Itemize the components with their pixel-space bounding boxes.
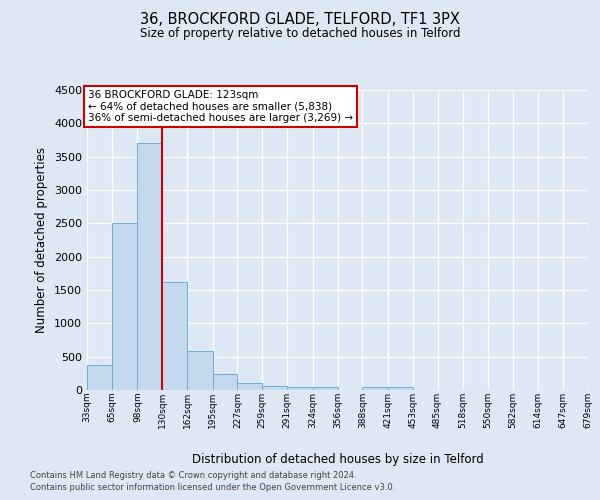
- Bar: [262, 386, 287, 390]
- Bar: [313, 386, 337, 390]
- Bar: [162, 282, 187, 390]
- Text: Size of property relative to detached houses in Telford: Size of property relative to detached ho…: [140, 28, 460, 40]
- Bar: [238, 382, 262, 390]
- Text: Distribution of detached houses by size in Telford: Distribution of detached houses by size …: [191, 452, 484, 466]
- Bar: [87, 364, 112, 390]
- Bar: [388, 386, 413, 390]
- Text: 36 BROCKFORD GLADE: 123sqm
← 64% of detached houses are smaller (5,838)
36% of s: 36 BROCKFORD GLADE: 123sqm ← 64% of deta…: [88, 90, 353, 123]
- Text: Contains public sector information licensed under the Open Government Licence v3: Contains public sector information licen…: [30, 484, 395, 492]
- Bar: [187, 350, 212, 390]
- Bar: [112, 224, 137, 390]
- Text: 36, BROCKFORD GLADE, TELFORD, TF1 3PX: 36, BROCKFORD GLADE, TELFORD, TF1 3PX: [140, 12, 460, 28]
- Bar: [137, 144, 162, 390]
- Text: Contains HM Land Registry data © Crown copyright and database right 2024.: Contains HM Land Registry data © Crown c…: [30, 471, 356, 480]
- Y-axis label: Number of detached properties: Number of detached properties: [35, 147, 49, 333]
- Bar: [287, 386, 313, 390]
- Bar: [362, 386, 388, 390]
- Bar: [212, 374, 238, 390]
